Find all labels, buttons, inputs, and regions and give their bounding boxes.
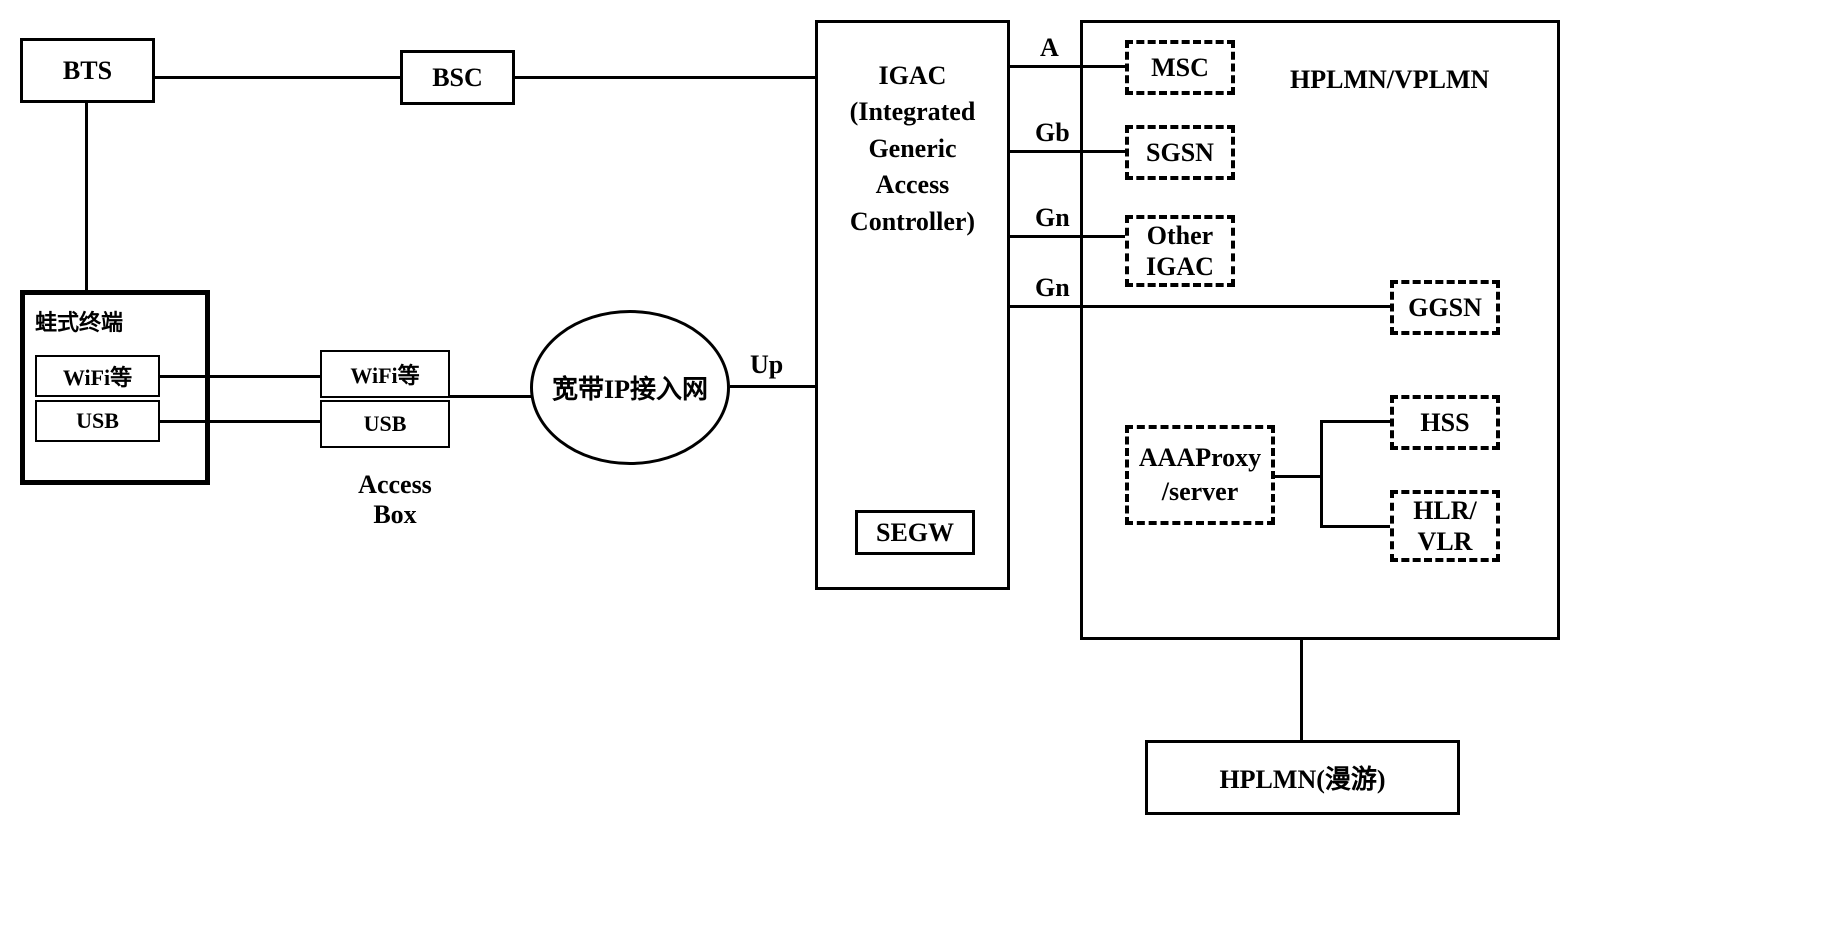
gn2-label: Gn [1035,273,1070,303]
edge-hss [1320,420,1390,423]
edge-ab-circle [450,395,532,398]
edge-gn1 [1010,235,1125,238]
hlr-label: HLR/ VLR [1394,495,1496,557]
igac-title: IGAC (Integrated Generic Access Controll… [818,58,1007,240]
edge-a [1010,65,1125,68]
accessbox-wifi: WiFi等 [320,350,450,398]
accessbox-usb: USB [320,400,450,448]
edge-bsc-igac [515,76,815,79]
hss-label: HSS [1420,408,1469,438]
aaa-label: AAAProxy /server [1129,441,1271,509]
edge-circle-igac [730,385,815,388]
ggsn-label: GGSN [1408,293,1482,323]
ip-network-label: 宽带IP接入网 [552,369,708,406]
terminal-usb-label: USB [76,408,119,434]
edge-aaa-h [1275,475,1320,478]
edge-bts-terminal [85,103,88,290]
terminal-wifi-label: WiFi等 [63,360,132,392]
edge-hplmn-roam [1300,640,1303,740]
sgsn-label: SGSN [1146,138,1214,168]
ip-network-node: 宽带IP接入网 [530,310,730,465]
other-igac-node: Other IGAC [1125,215,1235,287]
hplmn-roam-node: HPLMN(漫游) [1145,740,1460,815]
accessbox-wifi-label: WiFi等 [350,358,419,390]
msc-label: MSC [1151,53,1209,83]
aaa-node: AAAProxy /server [1125,425,1275,525]
hplmn-roam-label: HPLMN(漫游) [1219,759,1385,796]
bts-label: BTS [63,56,112,86]
other-igac-label: Other IGAC [1129,220,1231,282]
up-label: Up [750,350,783,380]
edge-hlr [1320,525,1390,528]
gn1-label: Gn [1035,203,1070,233]
igac-container: IGAC (Integrated Generic Access Controll… [815,20,1010,590]
msc-node: MSC [1125,40,1235,95]
edge-gb [1010,150,1125,153]
edge-term-wifi [160,375,320,378]
edge-aaa-v [1320,420,1323,528]
edge-gn2 [1010,305,1390,308]
hlr-node: HLR/ VLR [1390,490,1500,562]
gb-label: Gb [1035,118,1070,148]
bts-node: BTS [20,38,155,103]
terminal-usb: USB [35,400,160,442]
accessbox-usb-label: USB [364,411,407,437]
ggsn-node: GGSN [1390,280,1500,335]
bsc-label: BSC [432,63,483,93]
edge-bts-bsc [155,76,400,79]
sgsn-node: SGSN [1125,125,1235,180]
edge-term-usb [160,420,320,423]
segw-label: SEGW [876,518,954,548]
terminal-wifi: WiFi等 [35,355,160,397]
accessbox-caption: Access Box [340,470,450,530]
a-label: A [1040,33,1059,63]
hss-node: HSS [1390,395,1500,450]
bsc-node: BSC [400,50,515,105]
terminal-title: 蛙式终端 [35,305,123,337]
hplmn-title: HPLMN/VPLMN [1290,65,1489,95]
segw-node: SEGW [855,510,975,555]
